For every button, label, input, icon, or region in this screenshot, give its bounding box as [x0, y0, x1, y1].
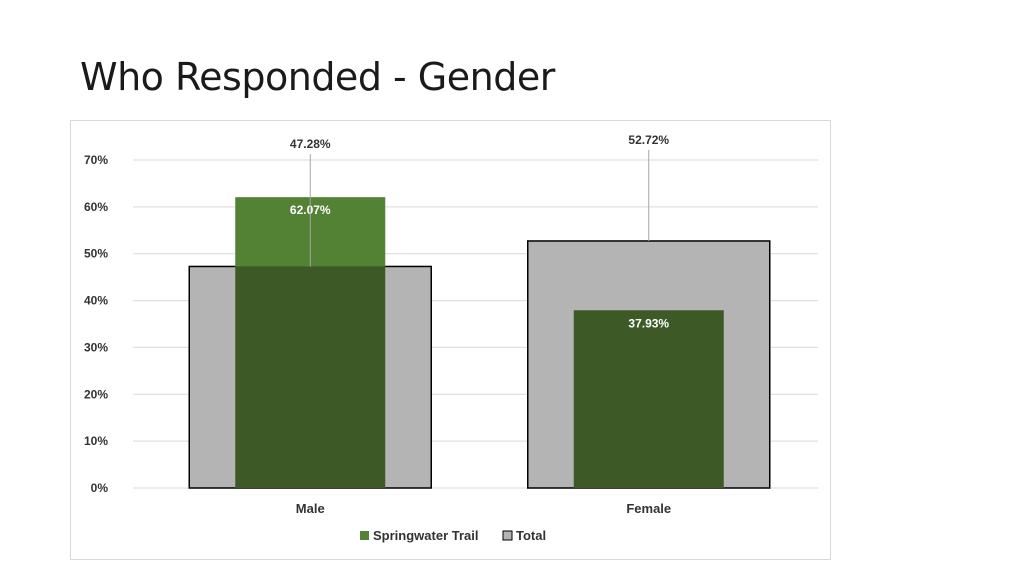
gender-chart: 0%10%20%30%40%50%60%70%62.07%47.28%Male3… — [84, 133, 818, 543]
y-tick-label: 70% — [84, 153, 108, 167]
legend-label-total: Total — [516, 528, 546, 543]
y-tick-label: 60% — [84, 200, 108, 214]
y-tick-label: 10% — [84, 434, 108, 448]
springwater-bar-male — [235, 266, 386, 488]
total-data-label-female: 52.72% — [628, 133, 669, 147]
x-tick-label-male: Male — [296, 501, 325, 516]
legend-label-springwater: Springwater Trail — [373, 528, 478, 543]
springwater-data-label-female: 37.93% — [628, 316, 669, 330]
slide-title: Who Responded - Gender — [80, 55, 555, 99]
y-tick-label: 50% — [84, 247, 108, 261]
y-tick-label: 30% — [84, 340, 108, 354]
y-tick-label: 20% — [84, 387, 108, 401]
legend-swatch-total — [502, 530, 513, 541]
springwater-bar-female — [573, 310, 724, 488]
chart-frame: 0% 10% 20% 30% 40% 50% 60% 70% 62.07% 47.28% Male 3… — [70, 120, 831, 560]
x-tick-label-female: Female — [626, 501, 671, 516]
total-data-label-male: 47.28% — [290, 137, 331, 151]
y-tick-label: 0% — [91, 481, 109, 495]
y-tick-label: 40% — [84, 294, 108, 308]
legend-swatch-springwater — [360, 531, 369, 540]
